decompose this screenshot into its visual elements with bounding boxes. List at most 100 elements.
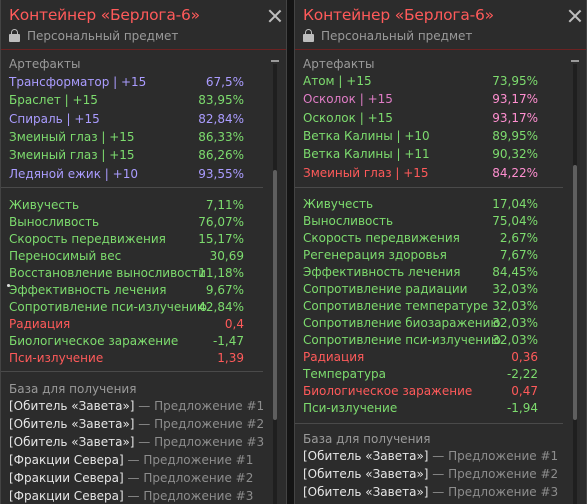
stat-name: Сопротивление радиации (303, 282, 468, 296)
artifact-row: Атом | +15 73,95% (303, 73, 538, 90)
artifact-name: Осколок | +15 (303, 110, 393, 125)
base-offer-row: [Обитель «Завета»] — Предложение #3 (303, 484, 558, 501)
stat-row: Скорость передвижения 2,67% (303, 230, 538, 247)
artifact-durability: 89,95% (492, 128, 538, 143)
stat-value: 32,03% (492, 282, 538, 296)
section-divider (1, 187, 263, 188)
stat-name: Выносливость (9, 215, 100, 229)
stat-row: Переносимый вес 30,69 (9, 248, 244, 265)
stat-row: Радиация 0,4 (9, 316, 244, 333)
artifacts-header: Артефакты (303, 57, 375, 71)
stat-value: 17,04% (492, 197, 538, 211)
artifact-durability: 86,33% (198, 129, 244, 144)
artifact-durability: 83,95% (198, 93, 244, 108)
artifacts-header: Артефакты (9, 57, 81, 71)
stat-row: Пси-излучение -1,94 (303, 400, 538, 417)
stat-value: 42,84% (198, 300, 244, 314)
stat-row: Сопротивление биозаражению 32,03% (303, 315, 538, 332)
section-divider (295, 187, 563, 188)
artifact-durability: 73,95% (492, 74, 538, 88)
stat-name: Сопротивление температуре (303, 299, 488, 313)
artifact-row: Ветка Калины | +11 90,32% (303, 146, 538, 163)
stat-value: 76,07% (198, 215, 244, 229)
stat-row: Сопротивление радиации 32,03% (303, 281, 538, 298)
artifact-row: Спираль | +15 82,84% (9, 111, 244, 128)
base-offer-row: [Обитель «Завета»] — Предложение #3 (9, 434, 264, 451)
base-offer: — Предложение #1 (138, 399, 265, 413)
close-icon[interactable] (268, 9, 282, 23)
base-offer: — Предложение #3 (432, 485, 559, 499)
base-offer: — Предложение #2 (127, 471, 254, 485)
artifact-name: Трансформатор | +15 (9, 75, 147, 89)
stat-name: Эффективность лечения (9, 283, 167, 297)
artifact-name: Осколок | +15 (303, 92, 393, 107)
stat-row: Живучесть 7,11% (9, 197, 244, 214)
scrollbar-top-cap (271, 60, 279, 62)
stat-name: Живучесть (303, 197, 374, 211)
stat-value: -1,47 (212, 334, 244, 348)
stat-value: 2,67% (499, 231, 538, 245)
stat-row: Сопротивление температуре 32,03% (303, 298, 538, 315)
base-offer-row: [Обитель «Завета»] — Предложение #1 (9, 398, 264, 415)
artifact-durability: 86,26% (198, 148, 244, 163)
item-subtitle: Персональный предмет (303, 29, 472, 43)
stat-value: 0,4 (224, 317, 244, 331)
base-offer: — Предложение #3 (127, 489, 254, 503)
stat-value: 7,11% (205, 198, 244, 212)
artifact-row: Ледяной ежик | +10 93,55% (9, 166, 244, 183)
artifact-name: Спираль | +15 (9, 111, 100, 126)
stat-name: Восстановление выносливости (9, 266, 206, 280)
base-offer-row: [Обитель «Завета»] — Предложение #1 (303, 448, 558, 465)
artifact-row: Змеиный глаз | +15 86,26% (9, 147, 244, 164)
base-faction: [Обитель «Завета»] (9, 435, 139, 449)
stat-value: 0,47 (511, 384, 538, 398)
artifact-durability: 93,55% (198, 166, 244, 181)
stat-row: Эффективность лечения 84,45% (303, 264, 538, 281)
stat-value: 32,03% (492, 299, 538, 313)
stat-value: 30,69 (209, 249, 244, 263)
base-faction: [Фракции Севера] (9, 471, 128, 485)
artifact-name: Змеиный глаз | +15 (9, 148, 135, 163)
title-divider (295, 49, 586, 50)
item-subtitle: Персональный предмет (9, 29, 178, 43)
base-header: База для получения (9, 382, 137, 396)
stat-row: Скорость передвижения 15,17% (9, 231, 244, 248)
stat-name: Скорость передвижения (9, 232, 166, 246)
artifact-row: Браслет | +15 83,95% (9, 92, 244, 109)
base-faction: [Обитель «Завета»] (9, 399, 139, 413)
stat-value: 9,67% (205, 283, 244, 297)
artifact-row: Осколок | +15 93,17% (303, 91, 538, 108)
scrollbar-thumb[interactable] (573, 165, 577, 420)
artifact-name: Ветка Калины | +11 (303, 147, 430, 162)
stat-name: Биологическое заражение (9, 334, 179, 348)
base-offer: — Предложение #2 (138, 417, 265, 431)
stat-row: Биологическое заражение 0,47 (303, 383, 538, 400)
base-offer: — Предложение #1 (432, 449, 559, 463)
stat-value: -1,94 (506, 401, 538, 415)
artifact-row: Осколок | +15 93,17% (303, 110, 538, 127)
artifact-row: Змеиный глаз | +15 84,22% (303, 165, 538, 182)
tooltip-title: Контейнер «Берлога-6» (303, 6, 494, 24)
base-faction: [Фракции Севера] (9, 489, 128, 503)
base-offer-row: [Обитель «Завета»] — Предложение #2 (9, 416, 264, 433)
artifact-durability: 93,17% (492, 92, 538, 107)
stat-value: 32,03% (492, 333, 538, 347)
stat-name: Переносимый вес (9, 249, 122, 263)
stat-name: Сопротивление пси-излучению (9, 300, 208, 314)
stat-row: Радиация 0,36 (303, 349, 538, 366)
scrollbar-top-cap (571, 60, 579, 62)
stat-value: 7,67% (499, 248, 538, 262)
base-offer-row: [Фракции Севера] — Предложение #2 (9, 470, 253, 487)
stat-value: -2,22 (506, 367, 538, 381)
scrollbar-thumb[interactable] (273, 170, 277, 420)
artifact-name: Ветка Калины | +10 (303, 128, 430, 143)
stat-value: 75,04% (492, 214, 538, 228)
stat-name: Сопротивление биозаражению (303, 316, 501, 330)
artifact-durability: 90,32% (492, 147, 538, 162)
stat-name: Радиация (303, 350, 365, 364)
artifact-name: Атом | +15 (303, 74, 372, 88)
cursor-dot (7, 284, 10, 287)
close-icon[interactable] (568, 9, 582, 23)
base-offer-row: [Фракции Севера] — Предложение #1 (9, 452, 253, 469)
stat-name: Выносливость (303, 214, 394, 228)
